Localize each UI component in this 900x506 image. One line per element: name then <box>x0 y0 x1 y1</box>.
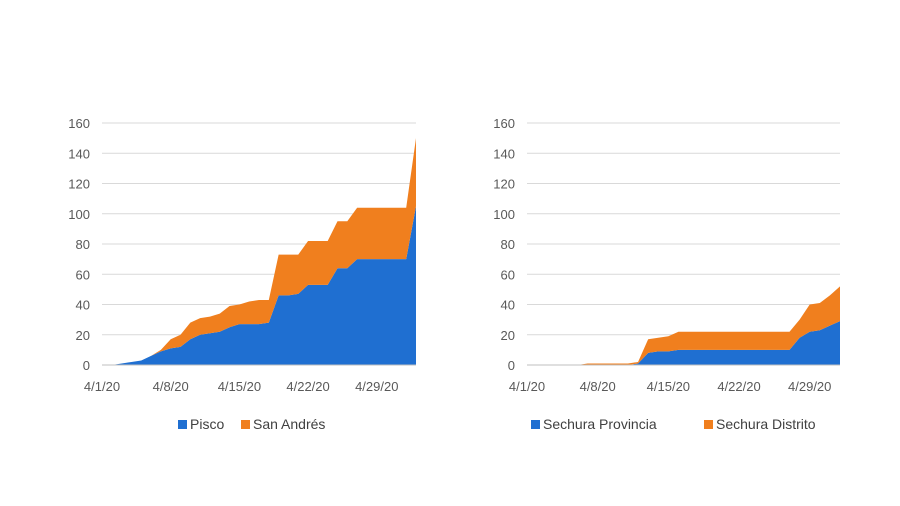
y-tick-label: 0 <box>508 358 515 373</box>
x-tick-label: 4/29/20 <box>788 379 831 394</box>
x-tick-label: 4/1/20 <box>84 379 120 394</box>
y-tick-label: 60 <box>76 267 90 282</box>
legend-label: Sechura Distrito <box>716 416 816 432</box>
y-tick-label: 0 <box>83 358 90 373</box>
legend-swatch <box>704 420 713 429</box>
y-tick-label: 60 <box>501 267 515 282</box>
x-tick-label: 4/1/20 <box>509 379 545 394</box>
legend-label: Sechura Provincia <box>543 416 657 432</box>
legend-swatch <box>531 420 540 429</box>
chart-pisco-san-andres: 0 20 40 60 80 100 120 140 160 4/1/20 4/8/20 4/15/20… <box>68 116 416 432</box>
y-tick-label: 140 <box>68 146 90 161</box>
y-tick-label: 80 <box>501 237 515 252</box>
y-tick-label: 40 <box>501 298 515 313</box>
y-tick-label: 80 <box>76 237 90 252</box>
series-area-san-andr-s <box>102 138 416 365</box>
y-tick-label: 140 <box>493 146 515 161</box>
series-area-sechura-distrito <box>527 286 840 365</box>
series-area-pisco <box>102 206 416 365</box>
x-tick-label: 4/22/20 <box>286 379 329 394</box>
y-tick-label: 120 <box>493 177 515 192</box>
legend-swatch <box>178 420 187 429</box>
x-tick-label: 4/22/20 <box>717 379 760 394</box>
legend-label: Pisco <box>190 416 224 432</box>
chart-sechura: 0 20 40 60 80 100 120 140 160 4/1/20 4/8/20 4/15/20… <box>493 116 840 432</box>
y-tick-label: 20 <box>76 328 90 343</box>
x-tick-label: 4/8/20 <box>153 379 189 394</box>
legend-swatch <box>241 420 250 429</box>
y-tick-label: 160 <box>68 116 90 131</box>
y-tick-label: 40 <box>76 298 90 313</box>
x-tick-label: 4/15/20 <box>647 379 690 394</box>
y-tick-label: 160 <box>493 116 515 131</box>
x-tick-label: 4/15/20 <box>218 379 261 394</box>
y-tick-label: 100 <box>68 207 90 222</box>
x-tick-label: 4/29/20 <box>355 379 398 394</box>
y-tick-label: 120 <box>68 177 90 192</box>
legend-label: San Andrés <box>253 416 325 432</box>
series-area-sechura-provincia <box>527 321 840 365</box>
x-tick-label: 4/8/20 <box>580 379 616 394</box>
y-tick-label: 20 <box>501 328 515 343</box>
y-tick-label: 100 <box>493 207 515 222</box>
